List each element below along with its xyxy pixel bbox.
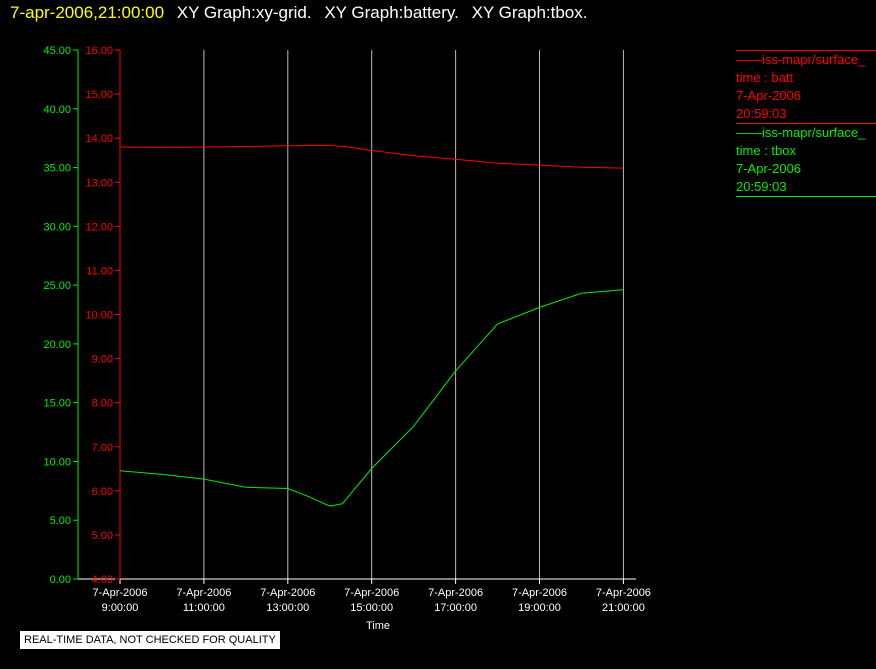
y-tick-label-tbox: 30.00 — [43, 221, 71, 233]
x-tick-label-time: 9:00:00 — [102, 602, 139, 614]
header-timestamp: 7-apr-2006,21:00:00 — [10, 3, 165, 22]
y-tick-label-batt: 13.00 — [85, 177, 113, 189]
y-tick-label-tbox: 0.00 — [50, 574, 71, 586]
y-tick-label-batt: 6.00 — [92, 486, 113, 498]
series-line-tbox — [119, 289, 624, 507]
legend-entry-tbox: ——iss-mapr/surface_ time : tbox 7-Apr-20… — [736, 124, 876, 197]
y-tick-label-batt: 11.00 — [86, 265, 113, 277]
x-tick-label-time: 17:00:00 — [434, 602, 477, 614]
y-tick-label-tbox: 40.00 — [43, 104, 71, 116]
legend-batt-time: 20:59:03 — [736, 106, 787, 121]
x-tick-label-time: 21:00:00 — [602, 602, 645, 614]
y-tick-label-batt: 4.00 — [92, 574, 113, 586]
y-tick-label-tbox: 45.00 — [43, 45, 71, 57]
y-tick-label-batt: 5.00 — [92, 530, 113, 542]
legend-batt-source: ——iss-mapr/surface_ — [736, 52, 866, 67]
y-tick-label-tbox: 35.00 — [43, 163, 71, 175]
header-title-battery: XY Graph:battery. — [324, 3, 459, 22]
x-tick-label-time: 13:00:00 — [266, 602, 309, 614]
y-tick-label-batt: 10.00 — [85, 310, 113, 322]
x-tick-label-time: 15:00:00 — [350, 602, 393, 614]
header: 7-apr-2006,21:00:00 XY Graph:xy-grid. XY… — [10, 2, 587, 24]
x-tick-label-date: 7-Apr-2006 — [344, 587, 399, 599]
y-tick-label-batt: 14.00 — [85, 133, 113, 145]
y-tick-label-tbox: 25.00 — [43, 280, 71, 292]
x-tick-label-time: 11:00:00 — [183, 602, 225, 614]
legend-tbox-time: 20:59:03 — [736, 179, 787, 194]
x-tick-label-date: 7-Apr-2006 — [596, 587, 651, 599]
x-tick-label-date: 7-Apr-2006 — [428, 587, 483, 599]
x-axis-label: Time — [366, 620, 390, 632]
legend-tbox-name: time : tbox — [736, 143, 796, 158]
y-tick-label-batt: 15.00 — [85, 89, 113, 101]
series-line-batt — [119, 144, 624, 169]
y-tick-label-tbox: 15.00 — [43, 398, 71, 410]
legend-entry-batt: ——iss-mapr/surface_ time : batt 7-Apr-20… — [736, 50, 876, 124]
legend-batt-name: time : batt — [736, 70, 794, 85]
legend-tbox-date: 7-Apr-2006 — [736, 161, 802, 176]
legend-tbox-source: ——iss-mapr/surface_ — [736, 125, 866, 140]
x-tick-label-date: 7-Apr-2006 — [92, 587, 147, 599]
y-tick-label-tbox: 5.00 — [50, 515, 71, 527]
y-tick-label-batt: 16.00 — [85, 45, 113, 57]
y-tick-label-batt: 12.00 — [85, 221, 113, 233]
y-tick-label-batt: 8.00 — [92, 398, 113, 410]
quality-notice: REAL-TIME DATA, NOT CHECKED FOR QUALITY — [20, 631, 280, 649]
x-tick-label-date: 7-Apr-2006 — [176, 587, 231, 599]
legend-batt-date: 7-Apr-2006 — [736, 88, 802, 103]
legend: ——iss-mapr/surface_ time : batt 7-Apr-20… — [736, 50, 876, 197]
y-tick-label-tbox: 20.00 — [43, 339, 71, 351]
y-tick-label-tbox: 10.00 — [43, 456, 71, 468]
header-title-grid: XY Graph:xy-grid. — [176, 3, 312, 22]
x-tick-label-date: 7-Apr-2006 — [260, 587, 315, 599]
x-tick-label-time: 19:00:00 — [518, 602, 561, 614]
y-tick-label-batt: 9.00 — [92, 354, 113, 366]
y-tick-label-batt: 7.00 — [92, 442, 113, 454]
x-tick-label-date: 7-Apr-2006 — [512, 587, 567, 599]
header-title-tbox: XY Graph:tbox. — [471, 3, 588, 22]
